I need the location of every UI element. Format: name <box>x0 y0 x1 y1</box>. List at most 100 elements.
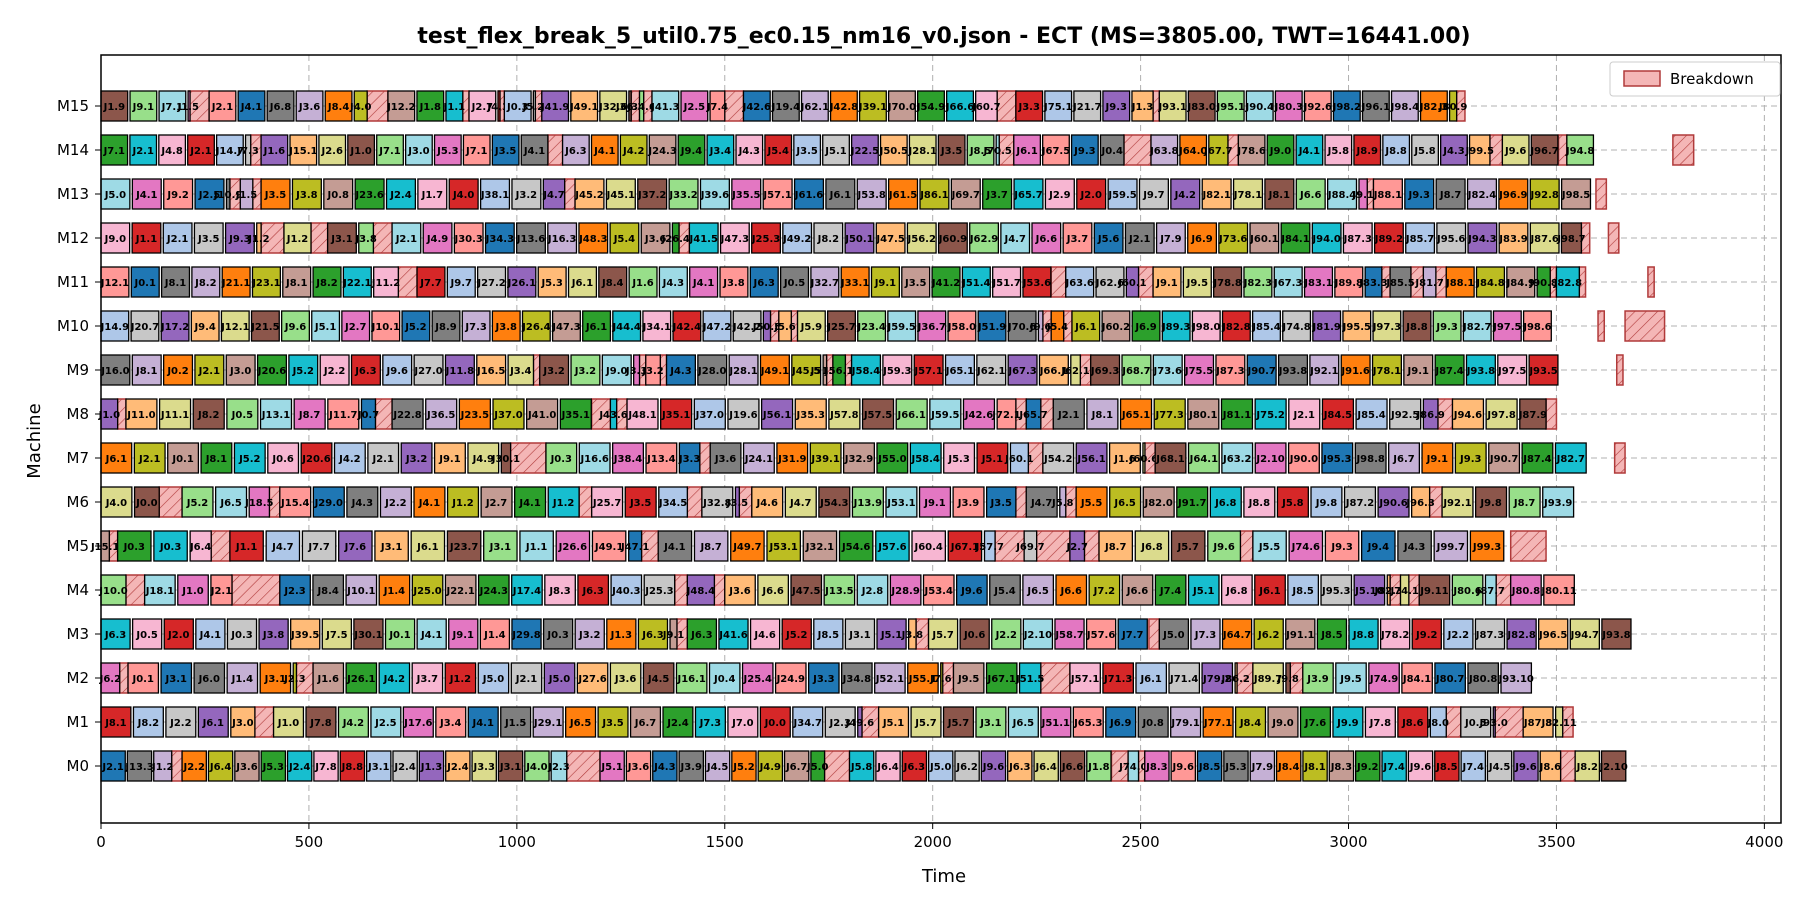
job-label: J1.3 <box>610 630 632 641</box>
job-bar <box>1085 618 1117 650</box>
job-bar <box>453 222 484 254</box>
job-bar <box>961 266 991 298</box>
job-bar <box>1153 398 1186 430</box>
job-bar <box>543 662 576 694</box>
job-bar <box>1000 222 1031 254</box>
job-bar <box>519 530 554 562</box>
job-bar <box>208 90 237 122</box>
job-bar <box>195 618 226 650</box>
job-bar <box>131 618 163 650</box>
job-bar <box>1254 398 1287 430</box>
job-bar <box>783 750 810 782</box>
job-bar <box>885 486 918 518</box>
job-bar <box>977 310 1007 342</box>
job-label: J39.1 <box>858 102 887 113</box>
job-bar <box>1007 310 1037 342</box>
job-label: J2.4 <box>666 718 688 729</box>
job-label: J94.7 <box>1570 630 1599 641</box>
job-label: J32.7 <box>810 278 839 289</box>
job-bar <box>1274 90 1303 122</box>
job-label: J5.2 <box>785 630 807 641</box>
job-bar <box>1348 618 1379 650</box>
job-bar <box>813 618 844 650</box>
job-label: J62.6 <box>1095 278 1124 289</box>
x-tick-label: 2500 <box>1122 833 1160 851</box>
machine-label: M7 <box>67 449 90 467</box>
job-bar <box>1065 266 1095 298</box>
job-bar <box>991 618 1022 650</box>
job-label: J0.8 <box>1141 718 1163 729</box>
breakdown-bar <box>1509 530 1547 562</box>
job-bar <box>829 90 858 122</box>
job-label: J8.3 <box>1145 762 1167 773</box>
job-label: J80.3 <box>1274 102 1303 113</box>
job-bar <box>909 442 942 474</box>
job-bar <box>319 354 350 386</box>
job-label: J93.9 <box>1543 498 1572 509</box>
job-label: J1.1 <box>135 234 157 245</box>
job-bar <box>851 486 884 518</box>
job-label: J2.1 <box>395 234 417 245</box>
breakdown-bar <box>713 574 726 606</box>
job-label: J7.4 <box>1382 762 1404 773</box>
job-label: J5.8 <box>1281 498 1303 509</box>
job-label: J3.5 <box>629 498 651 509</box>
job-label: J34.7 <box>793 718 822 729</box>
job-bar <box>1566 134 1595 166</box>
job-bar <box>1469 530 1505 562</box>
job-label: J5.8 <box>1051 498 1073 509</box>
job-bar <box>239 178 254 210</box>
job-label: J9.6 <box>386 366 408 377</box>
job-label: J2.7 <box>1065 542 1087 553</box>
job-bar <box>1492 706 1496 738</box>
job-label: J5.1 <box>882 718 904 729</box>
job-label: J60.1 <box>1004 454 1033 465</box>
job-bar <box>484 222 515 254</box>
job-bar <box>882 354 913 386</box>
job-bar <box>337 706 369 738</box>
job-label: J1.0 <box>277 718 299 729</box>
job-label: J6.8 <box>269 102 291 113</box>
job-label: J62.1 <box>800 102 829 113</box>
job-bar <box>1221 442 1254 474</box>
job-label: J4.1 <box>663 542 685 553</box>
job-label: J3.6 <box>644 234 666 245</box>
job-label: J53.4 <box>924 586 953 597</box>
job-bar <box>379 486 412 518</box>
job-bar <box>1022 266 1052 298</box>
job-label: J75.1 <box>1043 102 1072 113</box>
job-label: J81.7 <box>1414 278 1443 289</box>
job-label: J6.3 <box>641 630 663 641</box>
job-label: J0.4 <box>1101 146 1123 157</box>
job-bar <box>1388 442 1421 474</box>
job-label: J88.1 <box>1445 278 1474 289</box>
job-bar <box>131 178 162 210</box>
job-label: J32.8 <box>702 498 731 509</box>
job-bar <box>353 90 368 122</box>
job-label: J33.2 <box>668 190 697 201</box>
job-label: J20.6 <box>301 454 330 465</box>
job-bar <box>181 750 207 782</box>
job-label: J45.2 <box>574 190 603 201</box>
job-label: J5.2 <box>732 762 754 773</box>
job-bar <box>507 354 535 386</box>
job-bar <box>1498 178 1529 210</box>
job-label: J6.9 <box>1109 718 1131 729</box>
job-bar <box>1411 486 1431 518</box>
job-label: J3.1 <box>848 630 870 641</box>
job-bar <box>367 442 400 474</box>
job-bar <box>1340 354 1371 386</box>
job-label: J8.5 <box>969 146 991 157</box>
job-bar <box>1321 442 1354 474</box>
job-bar <box>1221 618 1253 650</box>
job-label: J0.3 <box>546 630 568 641</box>
job-bar <box>1249 222 1280 254</box>
job-bar <box>850 354 882 386</box>
job-label: J12.1 <box>100 278 129 289</box>
job-bar <box>181 486 214 518</box>
breakdown-bar <box>125 574 146 606</box>
legend-breakdown-label: Breakdown <box>1670 70 1754 88</box>
job-bar <box>719 266 749 298</box>
job-bar <box>1202 706 1234 738</box>
job-bar <box>794 398 827 430</box>
